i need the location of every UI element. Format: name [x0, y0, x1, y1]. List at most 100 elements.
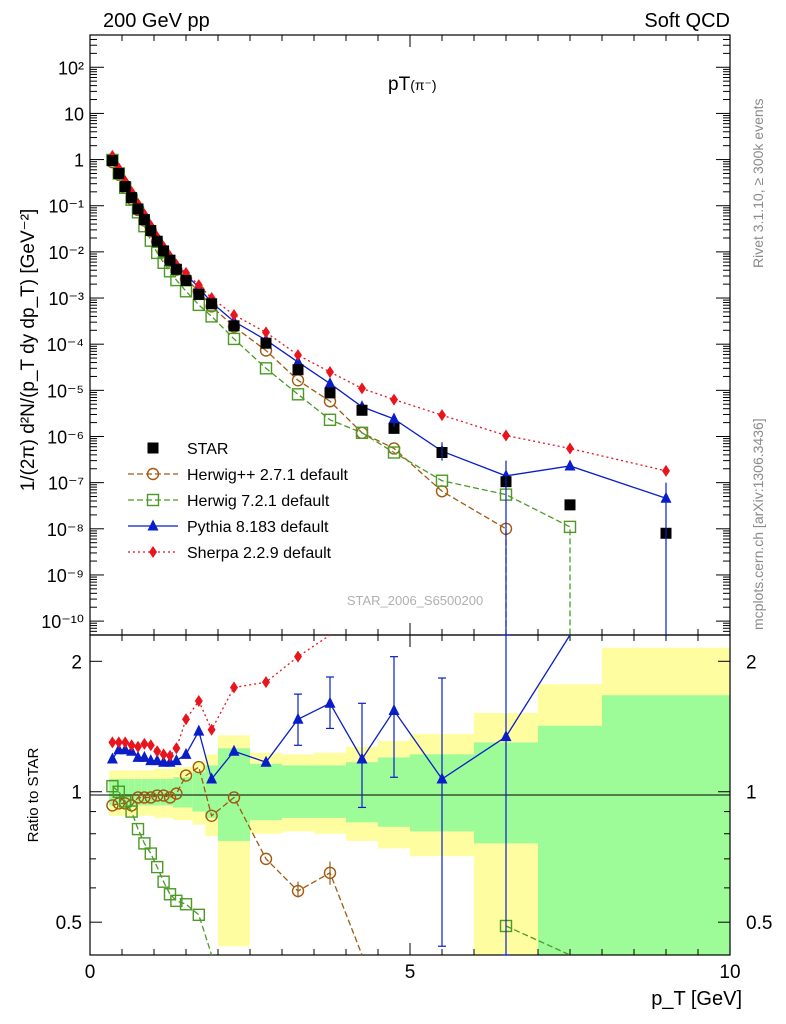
ratio-point-pythia-8-183-default: [119, 743, 131, 755]
point-star: [206, 298, 218, 310]
point-sherpa-2-2-9-default: [230, 308, 238, 321]
legend-item-star: STAR: [147, 441, 228, 458]
legend-label: Herwig 7.2.1 default: [187, 493, 330, 510]
series-line: [111, 159, 571, 635]
point-sherpa-2-2-9-default: [194, 279, 203, 292]
point-sherpa-2-2-9-default: [566, 442, 574, 455]
ratio-y-tick-label: 1: [71, 783, 82, 804]
header-left: 200 GeV pp: [103, 10, 210, 32]
ratio-band-1sigma: [179, 777, 193, 808]
ratio-point-sherpa-2-2-9-default: [230, 681, 238, 694]
series-line: [111, 161, 507, 635]
series-herwig-7-2-1-default: [106, 153, 577, 635]
ratio-point-herwig-7-2-1-default: [131, 822, 145, 836]
point-star: [260, 337, 272, 349]
ratio-band-1sigma: [122, 779, 129, 806]
ratio-band-1sigma: [538, 725, 602, 955]
ratio-point-herwig-7-2-1-default: [179, 898, 193, 911]
point-star: [113, 167, 125, 179]
point-star: [170, 263, 182, 275]
point-star: [228, 320, 240, 332]
ratio-point-pythia-8-183-default: [106, 752, 118, 764]
ratio-point-sherpa-2-2-9-default: [127, 739, 136, 752]
x-tick-label: 5: [405, 962, 416, 983]
plot-title-sub: (π⁻): [410, 77, 436, 93]
legend-label: Sherpa 2.2.9 default: [187, 545, 332, 562]
ratio-band-1sigma: [128, 779, 135, 806]
ratio-point-pythia-8-183-default: [180, 747, 192, 759]
ratio-point-herwig-7-2-1-default: [170, 894, 183, 908]
ratio-band-1sigma: [282, 765, 314, 818]
ratio-point-herwig-2-7-1-default: [150, 789, 164, 802]
ratio-band-1sigma: [314, 765, 346, 818]
y-tick-label: 1: [74, 151, 84, 171]
ratio-point-sherpa-2-2-9-default: [262, 676, 270, 689]
ratio-band-1sigma: [192, 772, 206, 812]
point-star: [324, 387, 336, 399]
ratio-point-pythia-8-183-default: [170, 754, 182, 766]
ratio-point-herwig-2-7-1-default: [205, 809, 218, 823]
ratio-point-sherpa-2-2-9-default: [166, 749, 174, 762]
y-tick-label: 10⁻⁵: [47, 381, 84, 401]
legend-item-pythia-8-183-default: Pythia 8.183 default: [128, 519, 329, 536]
ratio-point-pythia-8-183-default: [260, 755, 272, 767]
legend-label: STAR: [187, 441, 228, 458]
ratio-point-herwig-2-7-1-default: [179, 769, 193, 782]
ratio-y-tick-label: 2: [71, 652, 82, 673]
legend-marker: [146, 467, 160, 481]
ratio-point-sherpa-2-2-9-default: [121, 736, 130, 749]
legend-marker: [146, 493, 160, 507]
ratio-point-sherpa-2-2-9-default: [182, 713, 190, 726]
point-sherpa-2-2-9-default: [294, 349, 302, 362]
point-sherpa-2-2-9-default: [262, 326, 270, 339]
ratio-series-line: [112, 634, 331, 757]
ratio-plot-series: [106, 634, 571, 956]
point-star: [180, 274, 192, 286]
ratio-y-tick-label-right: 1: [746, 783, 757, 804]
ratio-point-herwig-2-7-1-default: [259, 852, 273, 866]
ratio-band-1sigma: [602, 695, 730, 955]
point-sherpa-2-2-9-default: [438, 409, 446, 422]
ratio-point-herwig-2-7-1-default: [227, 791, 241, 804]
ratio-band-1sigma: [154, 779, 161, 806]
point-star: [106, 155, 118, 167]
point-star: [292, 364, 304, 376]
ratio-series-pythia-8-183-default: [106, 634, 571, 784]
ratio-point-herwig-7-2-1-default: [163, 888, 177, 901]
series-herwig-2-7-1-default: [106, 155, 513, 635]
ratio-point-pythia-8-183-default: [206, 772, 218, 784]
ratio-point-herwig-2-7-1-default: [138, 791, 151, 804]
y-tick-label: 10⁻¹⁰: [41, 612, 84, 632]
point-sherpa-2-2-9-default: [390, 393, 398, 406]
point-herwig-7-2-1-default: [435, 474, 449, 487]
ratio-point-herwig-7-2-1-default: [150, 860, 164, 874]
ratio-point-herwig-7-2-1-default: [118, 795, 132, 808]
header-right: Soft QCD: [644, 10, 730, 32]
ratio-point-sherpa-2-2-9-default: [153, 745, 162, 758]
ratio-y-axis-label: Ratio to STAR: [25, 747, 42, 842]
ratio-series-line: [111, 785, 213, 956]
ratio-point-sherpa-2-2-9-default: [140, 737, 149, 750]
point-star: [158, 245, 170, 257]
point-star: [388, 422, 400, 434]
ratio-point-herwig-7-2-1-default: [192, 908, 206, 922]
main-plot-series: [106, 149, 672, 635]
point-star: [119, 181, 131, 193]
ratio-point-sherpa-2-2-9-default: [159, 748, 168, 761]
point-star: [164, 254, 176, 266]
ratio-point-herwig-7-2-1-default: [112, 785, 126, 798]
mcplots-reference-text: mcplots.cern.ch [arXiv:1306.3436]: [750, 418, 766, 630]
point-herwig-7-2-1-default: [259, 362, 273, 375]
x-tick-label: 10: [719, 962, 740, 983]
ratio-band-1sigma: [250, 763, 282, 821]
ratio-band-1sigma: [115, 779, 122, 806]
point-herwig-7-2-1-default: [323, 413, 337, 426]
point-star: [126, 192, 138, 204]
ratio-point-herwig-7-2-1-default: [138, 837, 151, 850]
ratio-point-herwig-7-2-1-default: [125, 805, 138, 818]
legend-label: Pythia 8.183 default: [187, 519, 329, 536]
legend: STAR Herwig++ 2.7.1 default Herwig 7.2.1 d…: [128, 441, 349, 562]
ratio-point-sherpa-2-2-9-default: [114, 736, 123, 749]
point-pythia-8-183-default: [324, 377, 336, 389]
